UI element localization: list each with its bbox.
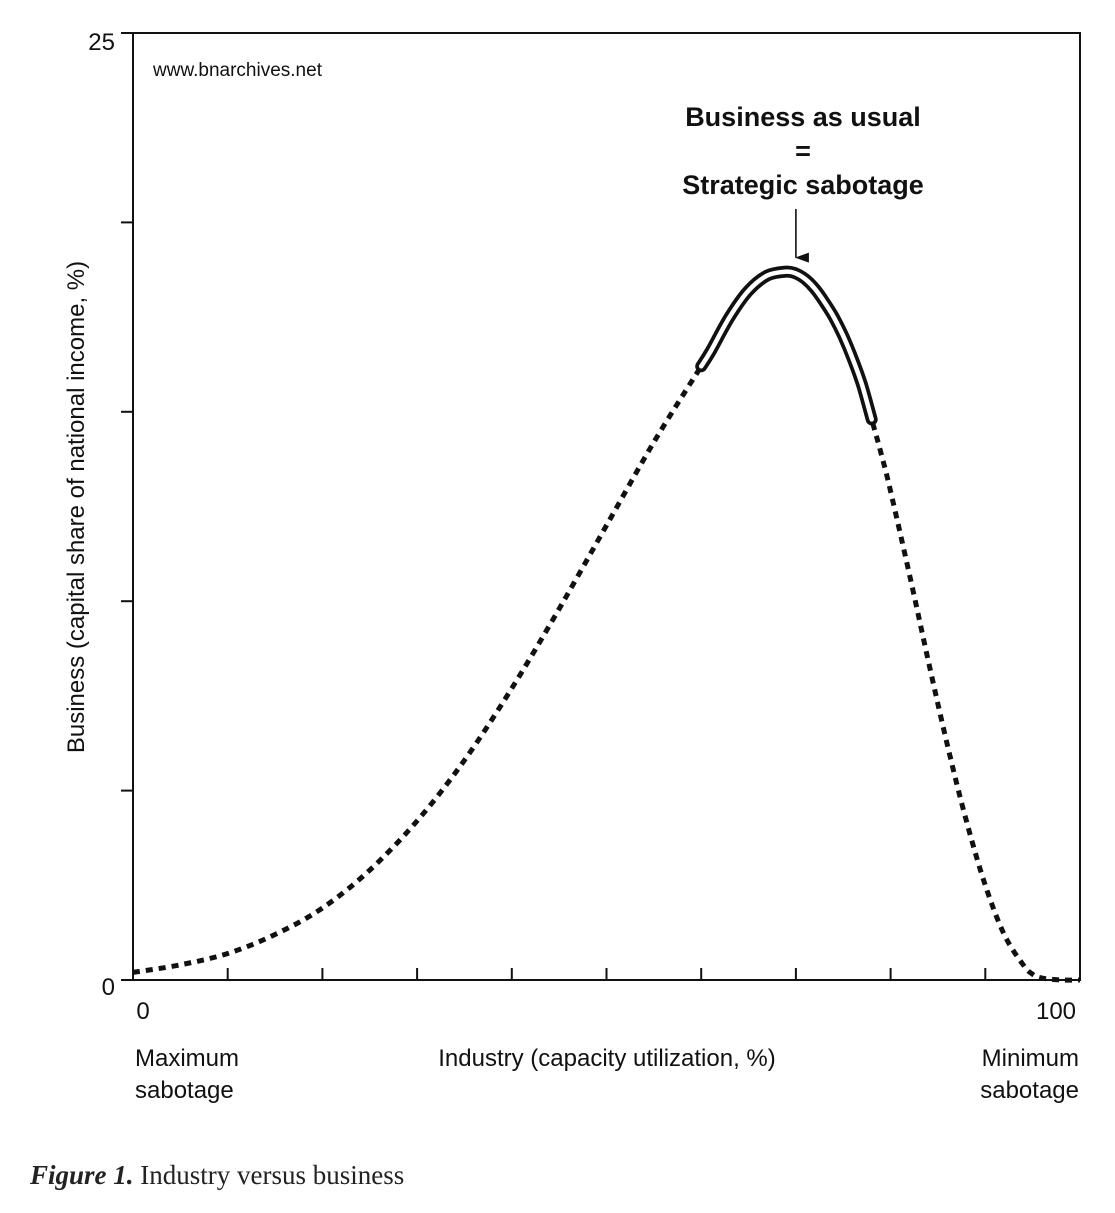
caption-text: Industry versus business (140, 1160, 405, 1190)
series-dashed-curve (132, 269, 1081, 983)
y-axis-ticks (121, 32, 133, 981)
annotation-line-3: Strategic sabotage (682, 170, 924, 200)
y-tick-label-max: 25 (88, 29, 115, 56)
x-tick-label-max: 100 (1036, 998, 1076, 1025)
plot-frame (132, 32, 1081, 981)
x-end-label-left-line2: sabotage (135, 1077, 234, 1104)
chart-figure: 25 0 0 100 Business (capital share of na… (63, 29, 1081, 1104)
series-solid-curve-inner (698, 269, 874, 422)
x-axis-label: Industry (capacity utilization, %) (438, 1045, 775, 1072)
figure-caption: Figure 1. Industry versus business (30, 1160, 404, 1191)
x-tick-label-min: 0 (136, 998, 149, 1025)
x-end-label-right-line1: Minimum (982, 1045, 1079, 1072)
y-axis-label: Business (capital share of national inco… (63, 261, 90, 753)
y-tick-label-min: 0 (102, 974, 115, 1001)
x-end-label-right-line2: sabotage (980, 1077, 1079, 1104)
caption-label: Figure 1. (30, 1160, 134, 1190)
annotation-line-2: = (795, 136, 811, 166)
annotation-line-1: Business as usual (685, 102, 921, 132)
x-end-label-left-line1: Maximum (135, 1045, 239, 1072)
watermark: www.bnarchives.net (152, 60, 323, 81)
x-axis-ticks (132, 968, 1081, 980)
